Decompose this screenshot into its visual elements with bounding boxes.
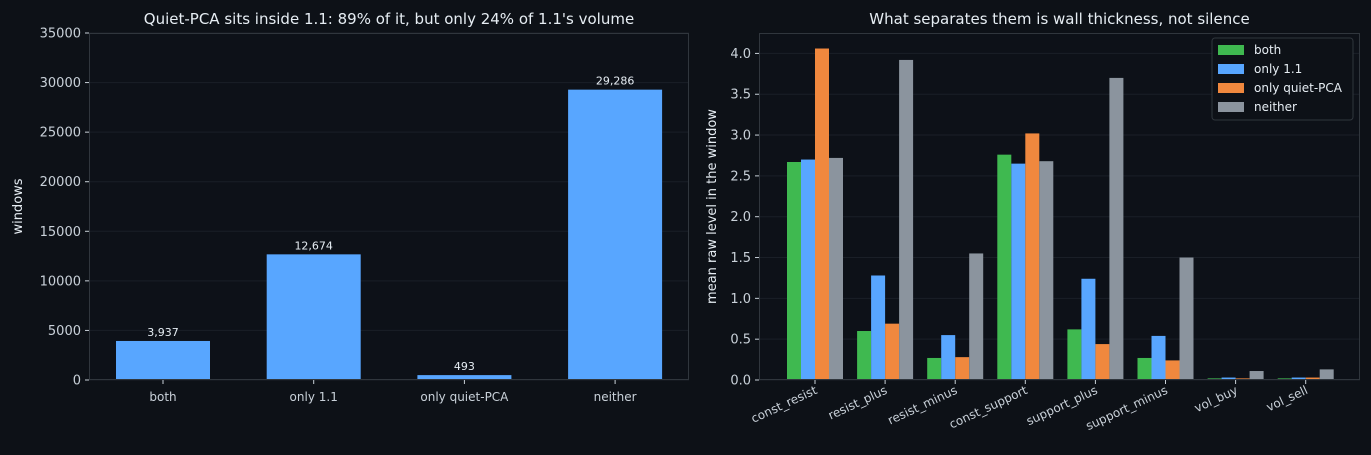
- bar-support-minus-both: [1137, 357, 1152, 380]
- bar-both: [116, 340, 210, 380]
- bar-const-support-both: [997, 154, 1012, 380]
- bar-support-minus-only-quiet-pca: [1165, 360, 1180, 380]
- bar-resist-minus-only-1-1: [941, 335, 956, 380]
- bar-vol-buy-neither: [1249, 371, 1264, 380]
- left-y-tick-label: 10000: [40, 274, 81, 289]
- right-y-tick-label: 0.5: [730, 333, 751, 348]
- left-y-tick-label: 25000: [40, 126, 81, 141]
- right-y-tick-label: 2.0: [730, 210, 751, 225]
- bar-only-quiet-pca: [417, 375, 512, 380]
- bar-support-minus-only-1-1: [1151, 335, 1166, 380]
- bar-const-resist-only-1-1: [801, 159, 815, 380]
- bar-vol-sell-neither: [1319, 369, 1334, 380]
- bar-value-label-only-quiet-pca: 493: [454, 360, 475, 373]
- bar-support-plus-only-quiet-pca: [1095, 344, 1110, 380]
- bar-value-label-neither: 29,286: [596, 75, 635, 88]
- bar-only-1-1: [266, 254, 361, 380]
- legend-swatch-only-1-1: [1218, 64, 1244, 74]
- bar-const-support-only-quiet-pca: [1025, 133, 1040, 380]
- left-x-tick-label-only-quiet-pca: only quiet-PCA: [420, 390, 509, 404]
- left-x-ticks: both only 1.1 only quiet-PCA neither: [149, 380, 637, 404]
- legend-label-neither: neither: [1254, 100, 1297, 114]
- left-value-labels: 3,937 12,674 493 29,286: [147, 75, 634, 373]
- right-chart: 0.00.51.01.52.02.53.03.54.0 const_resist…: [705, 10, 1360, 433]
- legend-swatch-both: [1218, 45, 1244, 55]
- right-y-tick-label: 3.0: [730, 129, 751, 144]
- bar-const-resist-neither: [829, 157, 843, 380]
- bar-vol-sell-only-1-1: [1291, 377, 1306, 380]
- bar-resist-minus-both: [927, 357, 942, 380]
- bar-const-support-only-1-1: [1011, 163, 1026, 380]
- legend-box: [1211, 37, 1354, 121]
- left-y-tick-label: 30000: [40, 76, 81, 91]
- bar-value-label-both: 3,937: [147, 326, 179, 339]
- right-y-axis-label: mean raw level in the window: [705, 109, 720, 304]
- bar-resist-plus-only-quiet-pca: [885, 323, 900, 380]
- bar-neither: [568, 89, 663, 380]
- legend-label-both: both: [1254, 43, 1281, 57]
- legend-swatch-neither: [1218, 102, 1244, 112]
- right-y-tick-label: 1.0: [730, 292, 751, 307]
- bar-resist-plus-only-1-1: [871, 275, 886, 380]
- bar-support-plus-neither: [1109, 77, 1124, 380]
- left-y-tick-label: 20000: [40, 175, 81, 190]
- right-y-tick-label: 3.5: [730, 88, 751, 103]
- right-y-tick-label: 1.5: [730, 251, 751, 266]
- left-bars: [116, 89, 663, 380]
- bar-resist-plus-neither: [899, 59, 914, 380]
- right-y-tick-label: 4.0: [730, 47, 751, 62]
- bar-vol-buy-only-1-1: [1221, 377, 1236, 380]
- bar-resist-minus-neither: [969, 253, 984, 380]
- right-legend: both only 1.1 only quiet-PCA neither: [1211, 37, 1354, 121]
- left-y-axis-label: windows: [11, 178, 26, 234]
- right-chart-title: What separates them is wall thickness, n…: [869, 10, 1249, 28]
- left-y-tick-label: 0: [73, 374, 81, 389]
- left-x-tick-label-only-1-1: only 1.1: [290, 390, 338, 404]
- left-chart-title: Quiet-PCA sits inside 1.1: 89% of it, bu…: [144, 10, 634, 28]
- bar-const-resist-only-quiet-pca: [815, 48, 829, 380]
- left-y-tick-label: 5000: [48, 324, 81, 339]
- bar-resist-minus-only-quiet-pca: [955, 357, 970, 380]
- left-axes-frame: [89, 33, 689, 380]
- bar-const-support-neither: [1039, 161, 1054, 380]
- left-y-tick-label: 35000: [40, 27, 81, 42]
- bar-vol-sell-only-quiet-pca: [1305, 377, 1320, 380]
- left-y-tick-label: 15000: [40, 225, 81, 240]
- left-x-tick-label-neither: neither: [594, 390, 637, 404]
- right-bars: [787, 48, 1334, 380]
- bar-support-plus-both: [1067, 329, 1082, 380]
- bar-support-plus-only-1-1: [1081, 278, 1096, 380]
- bar-support-minus-neither: [1179, 257, 1194, 380]
- legend-label-only-quiet-pca: only quiet-PCA: [1254, 81, 1343, 95]
- legend-label-only-1-1: only 1.1: [1254, 62, 1302, 76]
- bar-const-resist-both: [787, 162, 801, 380]
- right-y-ticks: 0.0 0.5 1.0 1.5 2.0 2.5 3.0 3.5 4.0: [730, 47, 759, 389]
- right-y-tick-label: 0.0: [730, 374, 751, 389]
- legend-swatch-only-quiet-pca: [1218, 83, 1244, 93]
- right-axes-frame: [759, 33, 1360, 380]
- right-y-tick-label: 2.5: [730, 169, 751, 184]
- left-x-tick-label-both: both: [149, 390, 176, 404]
- bar-value-label-only-1-1: 12,674: [294, 239, 333, 252]
- left-y-ticks: 0 5000 10000 15000 20000 25000 30000 35000: [40, 27, 89, 389]
- bar-resist-plus-both: [857, 331, 872, 380]
- left-chart: 3,937 12,674 493 29,286 0 5000 10000 15000 2000…: [11, 10, 689, 404]
